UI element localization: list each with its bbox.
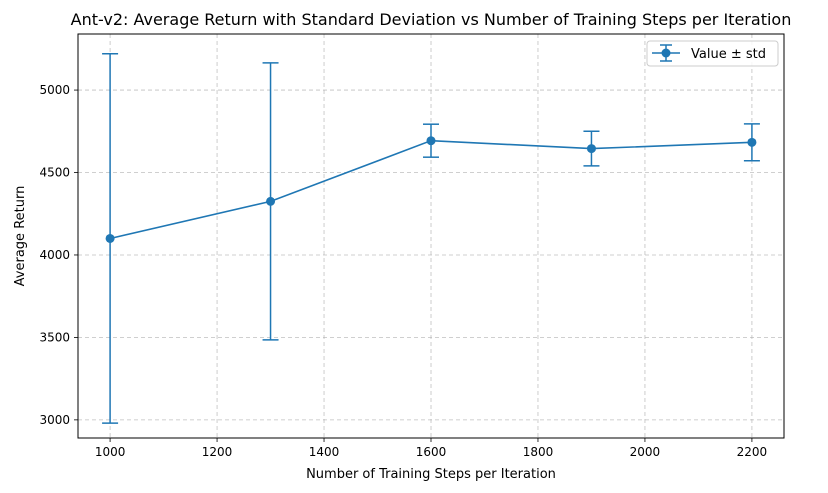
data-point xyxy=(426,136,436,146)
x-tick-label: 1400 xyxy=(309,445,340,459)
axis-ticks: 1000 1200 1400 1600 1800 2000 2200 3000 3500 4000… xyxy=(39,83,767,459)
series-layer xyxy=(102,53,760,424)
legend-label: Value ± std xyxy=(691,47,766,62)
y-tick-label: 3500 xyxy=(39,330,70,344)
x-tick-label: 1600 xyxy=(416,445,447,459)
x-tick-label: 1000 xyxy=(95,445,126,459)
legend-point xyxy=(661,48,671,58)
y-tick-label: 3000 xyxy=(39,413,70,427)
y-tick-label: 4500 xyxy=(39,166,70,180)
y-axis-label: Average Return xyxy=(13,186,28,287)
x-tick-label: 1800 xyxy=(523,445,554,459)
data-point xyxy=(747,137,757,147)
data-point xyxy=(586,144,596,154)
legend-frame xyxy=(646,40,779,67)
y-tick-label: 4000 xyxy=(39,248,70,262)
chart-title: Ant-v2: Average Return with Standard Dev… xyxy=(71,10,792,29)
data-point xyxy=(266,196,276,206)
grid xyxy=(78,34,784,438)
x-tick-label: 2000 xyxy=(630,445,661,459)
y-tick-label: 5000 xyxy=(39,83,70,97)
legend: Value ± std xyxy=(646,40,779,67)
x-axis-label: Number of Training Steps per Iteration xyxy=(306,467,556,482)
data-point xyxy=(105,233,115,243)
x-tick-label: 2200 xyxy=(737,445,768,459)
x-tick-label: 1200 xyxy=(202,445,233,459)
legend-marker xyxy=(652,44,680,62)
